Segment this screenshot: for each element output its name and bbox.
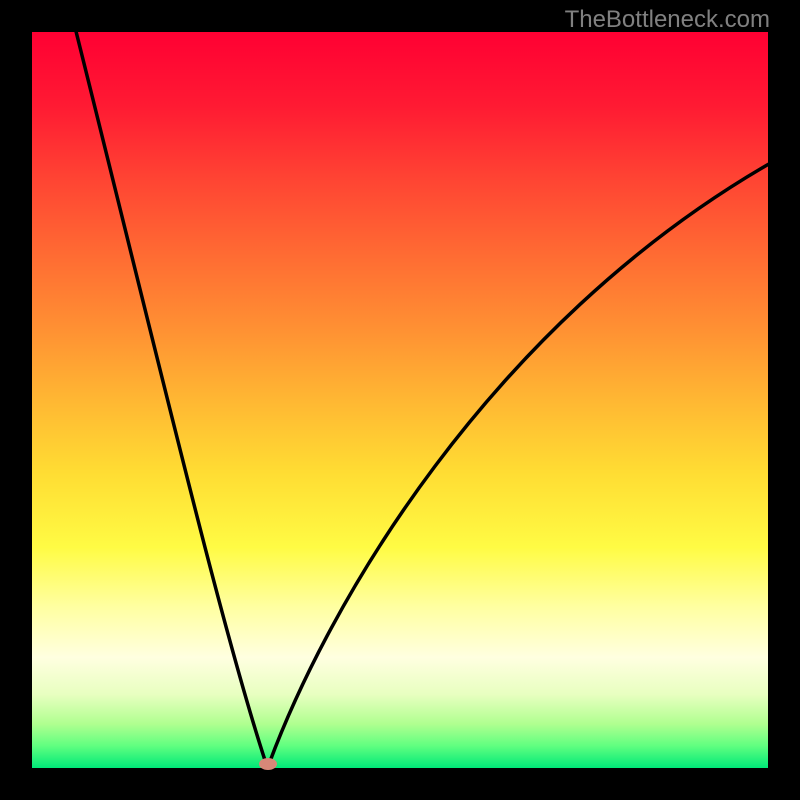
watermark-text: TheBottleneck.com [565,6,770,34]
gradient-plot-area [32,32,768,768]
chart-container: TheBottleneck.com [0,0,800,800]
minimum-marker-dot [259,758,277,770]
